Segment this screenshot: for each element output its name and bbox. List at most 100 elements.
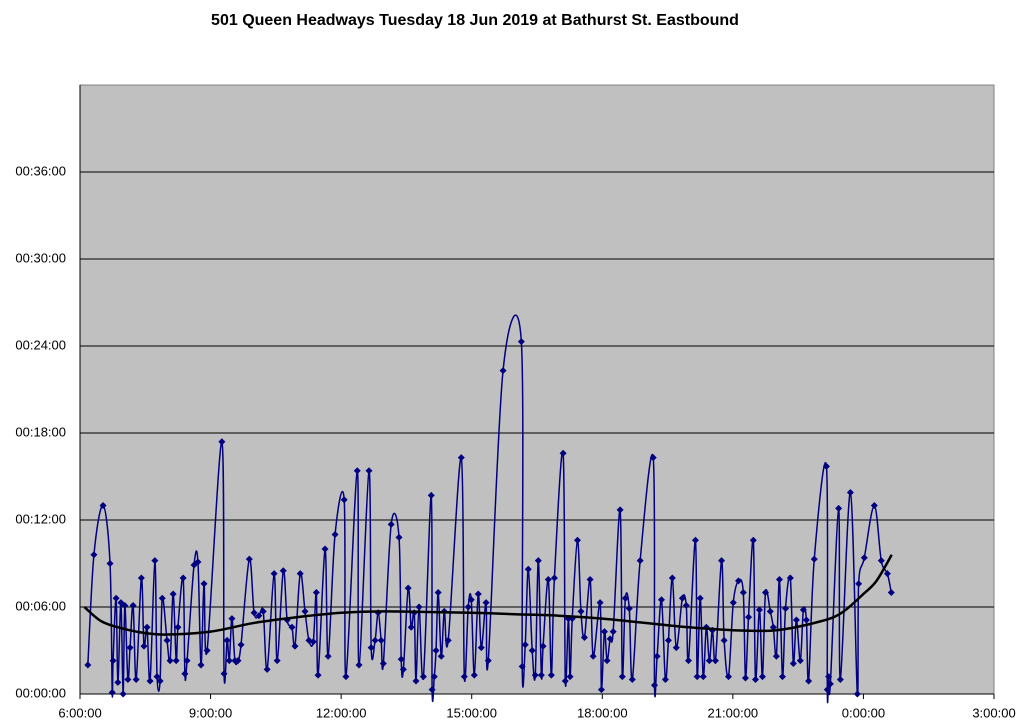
data-marker [825,673,833,681]
data-marker [762,589,769,596]
data-marker [291,642,299,650]
data-marker [649,454,657,462]
data-marker [628,676,636,683]
data-marker [200,580,208,588]
data-marker [444,636,452,644]
data-marker [589,652,597,660]
data-marker [805,677,813,685]
data-marker [237,641,245,649]
data-marker [718,557,726,565]
data-marker [518,662,526,670]
data-marker [156,677,164,685]
data-marker [484,657,492,665]
data-marker [799,606,807,614]
data-marker [566,673,574,681]
data-marker [309,638,317,646]
data-marker [758,673,766,681]
data-marker [377,636,385,644]
data-marker [609,628,617,636]
data-marker [636,557,644,565]
data-marker [437,652,445,660]
data-marker [397,655,405,663]
data-marker [432,647,440,654]
y-tick-label: 00:18:00 [15,424,66,439]
data-marker [460,673,468,681]
data-marker [499,367,507,375]
data-marker [521,641,529,649]
y-tick-label: 00:12:00 [15,511,66,526]
data-marker [263,665,271,673]
data-marker [379,660,387,668]
data-marker [705,657,713,665]
data-marker [657,596,665,604]
data-marker [419,673,427,681]
data-marker [751,676,759,683]
data-marker [559,449,567,457]
data-marker [296,570,304,578]
data-marker [250,609,258,617]
x-tick-label: 6:00:00 [58,705,101,720]
x-tick-label: 18:00:00 [577,705,628,720]
data-marker [749,536,757,544]
data-marker [474,590,482,598]
data-marker [163,636,171,644]
data-marker [573,536,581,544]
data-marker [651,681,659,689]
data-marker [729,599,737,607]
data-marker [684,657,692,665]
data-marker [223,636,231,644]
data-marker [766,607,774,615]
data-marker [321,545,329,553]
data-marker [755,606,763,614]
data-marker [860,554,868,562]
x-tick-label: 12:00:00 [316,705,367,720]
data-marker [772,652,780,660]
data-marker [672,644,680,652]
data-marker [387,520,395,528]
data-marker [172,657,180,665]
data-marker [711,657,719,665]
y-tick-label: 00:24:00 [15,337,66,352]
data-marker [782,604,790,612]
data-marker [288,623,296,631]
data-marker [739,589,747,596]
data-marker [664,636,672,644]
data-marker [524,565,532,573]
trend-line [83,554,893,636]
data-marker [725,673,733,681]
data-marker [745,613,753,621]
data-marker [477,644,485,652]
data-marker [606,635,614,643]
data-marker [769,623,777,631]
data-marker [846,488,854,496]
x-tick-label: 3:00:00 [972,705,1015,720]
data-marker [228,615,236,623]
data-marker [129,602,137,610]
data-marker [691,536,699,544]
data-marker [412,677,420,685]
data-marker [126,644,134,652]
x-tick-label: 21:00:00 [708,705,759,720]
data-marker [823,686,831,694]
data-marker [789,660,797,668]
data-marker [561,677,569,685]
data-marker [121,602,129,610]
data-marker [331,531,339,538]
data-marker [112,594,120,602]
data-marker [279,567,287,575]
data-marker [181,670,189,678]
data-marker [778,673,786,681]
data-marker [234,657,242,665]
data-marker [870,502,878,509]
data-marker [603,657,611,665]
data-marker [430,673,438,681]
data-marker [547,671,555,679]
data-marker [166,657,174,665]
data-marker [883,570,891,578]
y-tick-label: 00:00:00 [15,685,66,700]
data-marker [470,671,478,679]
y-tick-label: 00:36:00 [15,163,66,178]
data-marker [618,673,626,681]
data-marker [324,652,332,660]
data-marker [586,575,594,583]
